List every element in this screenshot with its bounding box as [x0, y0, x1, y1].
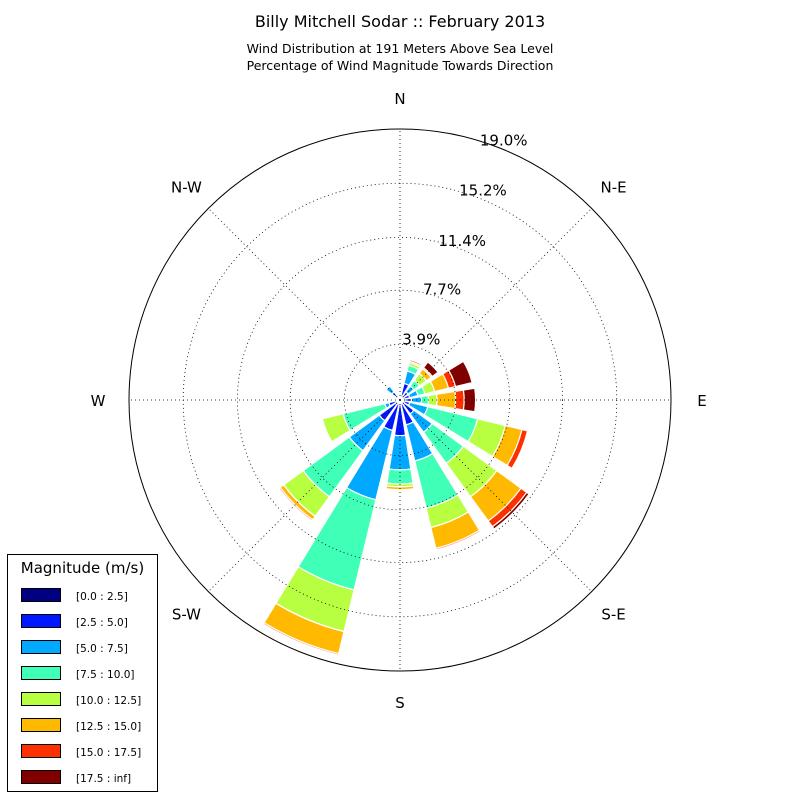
rose-wedge [447, 360, 473, 388]
legend-label: [5.0 : 7.5] [76, 643, 128, 655]
legend-label: [17.5 : inf] [76, 773, 132, 785]
legend-label: [2.5 : 5.0] [76, 617, 128, 629]
wind-rose-bars [262, 359, 530, 656]
legend-title: Magnitude (m/s) [20, 559, 145, 577]
rose-wedge [506, 428, 529, 470]
direction-label: E [697, 392, 706, 410]
rose-wedge [385, 485, 415, 491]
radial-tick-label: 19.0% [480, 132, 528, 150]
polar-outer-circle [128, 128, 672, 672]
direction-label: N-E [600, 178, 626, 196]
legend-swatch [21, 744, 61, 758]
rose-wedge [422, 361, 439, 378]
legend-label: [15.0 : 17.5] [76, 747, 142, 759]
direction-label: S-W [172, 606, 201, 624]
direction-label: S [395, 694, 405, 712]
direction-label: W [91, 392, 106, 410]
rose-wedge [321, 413, 351, 443]
rose-wedge [435, 529, 482, 551]
chart-subtitle-line-2: Percentage of Wind Magnitude Towards Dir… [246, 58, 554, 73]
legend-label: [12.5 : 15.0] [76, 721, 142, 733]
direction-label: S-E [601, 606, 625, 624]
radial-tick-label: 7.7% [423, 281, 461, 299]
legend-swatch [21, 718, 61, 732]
chart-subtitle-line-1: Wind Distribution at 191 Meters Above Se… [246, 41, 554, 56]
rose-wedge [462, 387, 477, 413]
rose-wedge [278, 486, 314, 522]
polar-grid-spoke [208, 208, 401, 401]
rose-wedge [385, 385, 395, 395]
polar-labels: 3.9% 7.7% 11.4% 15.2% 19.0% N N-E E S-E S S-W W N-W [91, 90, 707, 712]
legend-swatch [21, 770, 61, 784]
direction-label: N-W [171, 178, 202, 196]
legend-label: [10.0 : 12.5] [76, 695, 142, 707]
legend-label: [0.0 : 2.5] [76, 591, 128, 603]
legend-swatch [21, 614, 61, 628]
legend-swatch [21, 692, 61, 706]
legend-swatch [21, 588, 61, 602]
rose-wedge [491, 491, 530, 530]
polar-grid-circle [289, 289, 511, 511]
legend-label: [7.5 : 10.0] [76, 669, 135, 681]
legend-swatch [21, 640, 61, 654]
radial-tick-label: 11.4% [438, 232, 486, 250]
radial-tick-label: 15.2% [459, 182, 507, 200]
magnitude-legend: Magnitude (m/s) [0.0 : 2.5] [2.5 : 5.0] … [7, 554, 158, 792]
polar-grid [128, 128, 672, 672]
rose-wedge [408, 359, 423, 367]
direction-label: N [394, 90, 405, 108]
polar-grid-spoke [399, 208, 592, 401]
chart-title: Billy Mitchell Sodar :: February 2013 [254, 12, 546, 31]
polar-grid-circle [236, 236, 564, 564]
radial-tick-label: 3.9% [402, 331, 440, 349]
legend-swatch [21, 666, 61, 680]
polar-grid-circle [343, 343, 457, 457]
rose-wedge [262, 621, 340, 656]
